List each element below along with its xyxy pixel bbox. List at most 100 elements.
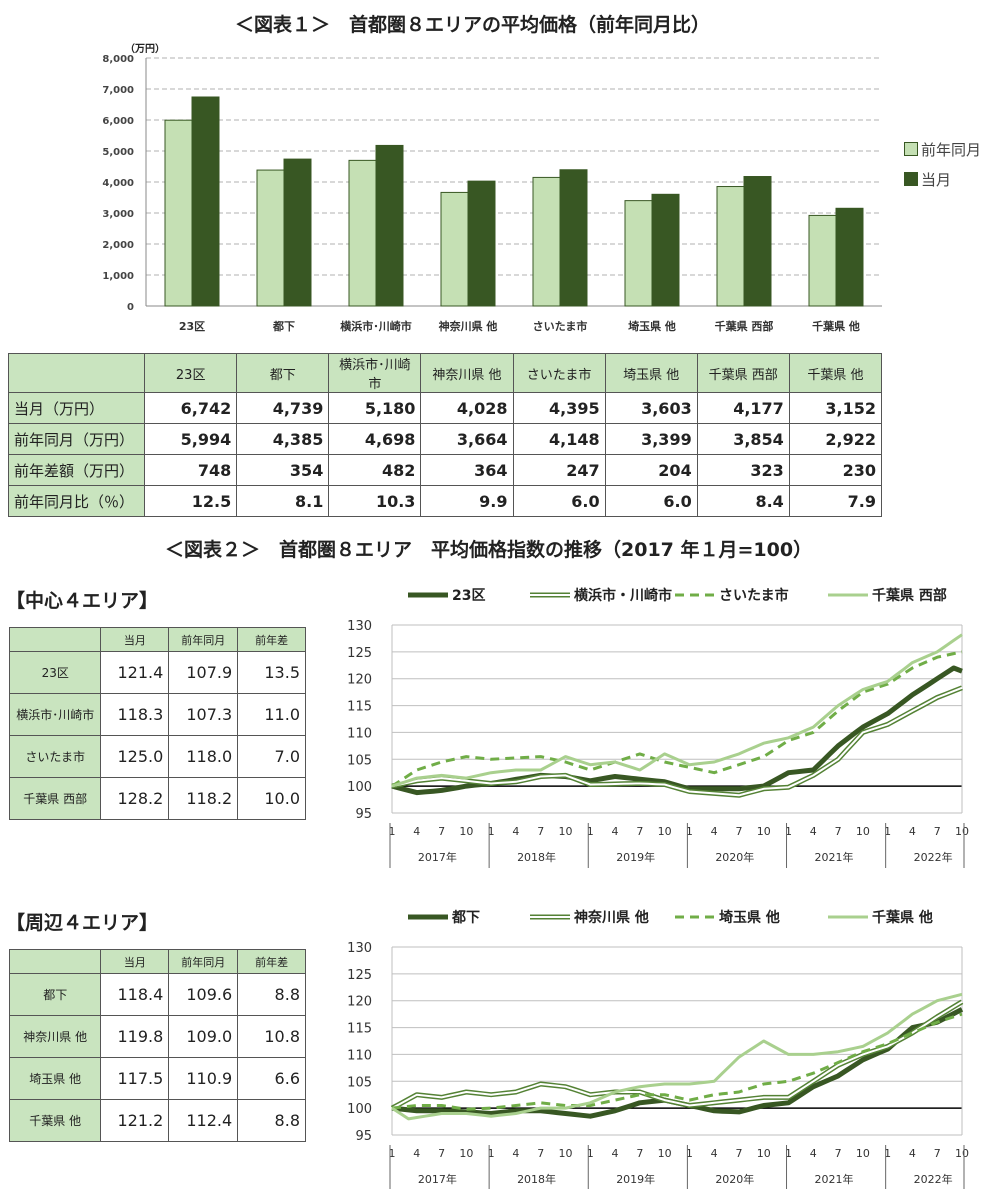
x-tick-label: 神奈川県 他 bbox=[439, 319, 498, 333]
x-month-label: 4 bbox=[413, 825, 420, 838]
table-row: 神奈川県 他 119.8 109.0 10.8 bbox=[8, 1015, 306, 1058]
x-month-label: 1 bbox=[587, 1147, 594, 1160]
table-cell: 4,385 bbox=[236, 423, 330, 455]
table-row: さいたま市 125.0 118.0 7.0 bbox=[8, 735, 306, 778]
row-label: 当月（万円） bbox=[7, 392, 146, 424]
x-year-label: 2019年 bbox=[616, 850, 655, 864]
series-line bbox=[391, 1007, 964, 1119]
table-cell: 8.8 bbox=[237, 1099, 306, 1142]
bar bbox=[191, 96, 220, 307]
table-cell: 109.0 bbox=[168, 1015, 239, 1058]
row-label: 前年同月比（％） bbox=[7, 485, 146, 517]
fig1-table-corner bbox=[7, 353, 146, 393]
table-cell: 2,922 bbox=[788, 423, 883, 455]
table-cell: 9.9 bbox=[420, 485, 514, 517]
series-line bbox=[391, 650, 963, 788]
x-month-label: 4 bbox=[711, 825, 718, 838]
fig1-unit: （万円） bbox=[125, 44, 165, 55]
row-label: 埼玉県 他 bbox=[8, 1057, 102, 1100]
series-line bbox=[391, 685, 963, 798]
fig1-table-header-cell: さいたま市 bbox=[512, 353, 606, 393]
x-month-label: 4 bbox=[512, 825, 519, 838]
x-month-label: 1 bbox=[884, 1147, 891, 1160]
x-tick-label: 埼玉県 他 bbox=[628, 319, 676, 333]
y-tick-label: 0 bbox=[127, 302, 134, 313]
table-cell: 10.0 bbox=[237, 777, 306, 820]
x-month-label: 1 bbox=[488, 825, 495, 838]
x-month-label: 7 bbox=[438, 825, 445, 838]
table-row: 埼玉県 他 117.5 110.9 6.6 bbox=[8, 1057, 306, 1100]
x-year-label: 2020年 bbox=[715, 1172, 754, 1186]
x-tick-label: 千葉県 他 bbox=[812, 319, 860, 333]
periphery-table-header-cell: 前年差 bbox=[237, 949, 306, 974]
y-tick-label: 6,000 bbox=[102, 116, 134, 127]
y-tick-label: 130 bbox=[347, 619, 372, 634]
table-cell: 6,742 bbox=[144, 392, 238, 424]
periphery-table-header: 当月 前年同月 前年差 bbox=[8, 949, 306, 974]
x-month-label: 10 bbox=[955, 1147, 969, 1160]
y-tick-label: 125 bbox=[347, 968, 372, 983]
table-cell: 8.4 bbox=[696, 485, 790, 517]
table-cell: 5,994 bbox=[144, 423, 238, 455]
table-cell: 354 bbox=[236, 454, 330, 486]
x-month-label: 7 bbox=[735, 1147, 742, 1160]
periphery-table-header-cell: 前年同月 bbox=[168, 949, 239, 974]
series-line-inner bbox=[391, 686, 963, 797]
bar bbox=[256, 169, 285, 307]
x-month-label: 7 bbox=[735, 825, 742, 838]
center-table-header-cell: 前年差 bbox=[237, 627, 306, 652]
table-cell: 121.2 bbox=[100, 1099, 170, 1142]
bar bbox=[283, 158, 312, 307]
row-label: 都下 bbox=[8, 973, 102, 1016]
legend-prev-label: 前年同月 bbox=[921, 141, 982, 159]
fig1-table-header-cell: 23区 bbox=[144, 353, 238, 393]
table-cell: 12.5 bbox=[144, 485, 238, 517]
table-cell: 119.8 bbox=[100, 1015, 170, 1058]
table-cell: 4,028 bbox=[420, 392, 514, 424]
x-month-label: 4 bbox=[512, 1147, 519, 1160]
table-cell: 204 bbox=[604, 454, 698, 486]
table-cell: 482 bbox=[328, 454, 422, 486]
table-cell: 230 bbox=[788, 454, 883, 486]
table-cell: 3,399 bbox=[604, 423, 698, 455]
x-tick-label: 23区 bbox=[179, 320, 205, 333]
x-month-label: 10 bbox=[757, 825, 771, 838]
y-tick-label: 110 bbox=[347, 726, 372, 741]
bar bbox=[743, 176, 772, 307]
x-year-label: 2022年 bbox=[914, 850, 953, 864]
center-table-corner bbox=[8, 627, 102, 652]
table-row: 千葉県 他 121.2 112.4 8.8 bbox=[8, 1099, 306, 1142]
y-tick-label: 5,000 bbox=[102, 147, 134, 158]
table-cell: 8.1 bbox=[236, 485, 330, 517]
x-month-label: 7 bbox=[636, 825, 643, 838]
y-tick-label: 2,000 bbox=[102, 240, 134, 251]
x-month-label: 10 bbox=[558, 825, 572, 838]
x-year-label: 2021年 bbox=[814, 850, 853, 864]
x-month-label: 10 bbox=[955, 825, 969, 838]
bar bbox=[467, 180, 496, 307]
x-tick-label: 都下 bbox=[272, 319, 295, 333]
fig1-table-header-cell: 埼玉県 他 bbox=[604, 353, 698, 393]
x-month-label: 1 bbox=[587, 825, 594, 838]
legend-label: 神奈川県 他 bbox=[574, 909, 649, 926]
x-month-label: 1 bbox=[488, 1147, 495, 1160]
x-month-label: 1 bbox=[884, 825, 891, 838]
table-row: 23区 121.4 107.9 13.5 bbox=[8, 651, 306, 694]
x-month-label: 10 bbox=[757, 1147, 771, 1160]
legend-label: 23区 bbox=[452, 588, 485, 604]
table-cell: 107.3 bbox=[168, 693, 239, 736]
table-cell: 118.4 bbox=[100, 973, 170, 1016]
x-month-label: 7 bbox=[537, 1147, 544, 1160]
y-tick-label: 110 bbox=[347, 1048, 372, 1063]
table-row: 前年同月（万円） 5,994 4,385 4,698 3,664 4,148 3… bbox=[7, 423, 883, 455]
table-cell: 6.6 bbox=[237, 1057, 306, 1100]
center-table-header: 当月 前年同月 前年差 bbox=[8, 627, 306, 652]
table-cell: 3,664 bbox=[420, 423, 514, 455]
series-line bbox=[391, 633, 963, 788]
x-month-label: 4 bbox=[413, 1147, 420, 1160]
legend-label: 千葉県 西部 bbox=[872, 587, 947, 604]
bar-chart: 0 1,000 2,000 3,000 4,000 5,000 6,000 7,000 8,00… bbox=[102, 54, 882, 333]
legend-cur-swatch bbox=[904, 172, 918, 186]
